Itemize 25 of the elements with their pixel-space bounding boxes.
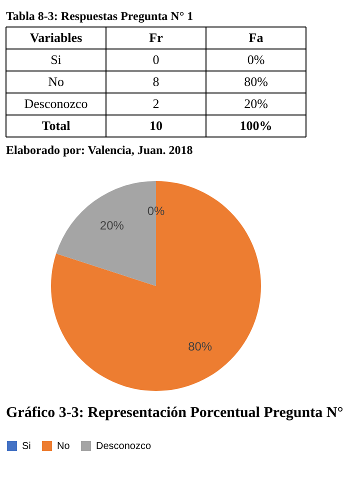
pie-slice xyxy=(51,181,261,391)
text: 2 xyxy=(152,96,160,111)
text: Tabla 8-3: Respuestas Pregunta N° 1 xyxy=(6,9,194,23)
text: Fr xyxy=(149,30,164,45)
text: Elaborado por: Valencia, Juan. 2018 xyxy=(6,143,193,158)
legend-label: No xyxy=(57,441,70,452)
text: Fa xyxy=(248,30,264,45)
data-label: 80% xyxy=(188,340,212,354)
text: 80% xyxy=(244,74,268,89)
data-label: 20% xyxy=(100,218,124,232)
text: 20% xyxy=(244,96,268,111)
text: 0% xyxy=(147,204,165,218)
text: Desconozco xyxy=(24,96,88,111)
legend-label: Si xyxy=(22,441,31,452)
text: 8 xyxy=(152,74,160,89)
text: No xyxy=(48,74,64,89)
text: Total xyxy=(42,118,71,133)
text: 10 xyxy=(150,118,162,133)
text: Variables xyxy=(30,30,82,45)
text: 0 xyxy=(152,52,160,67)
legend-label: Desconozco xyxy=(96,441,152,452)
text: Gráfico 3-3: Representación Porcentual Pregunta N° xyxy=(6,405,344,421)
text: 0% xyxy=(247,52,265,67)
text: Si xyxy=(50,52,62,67)
text: 100% xyxy=(240,118,272,133)
